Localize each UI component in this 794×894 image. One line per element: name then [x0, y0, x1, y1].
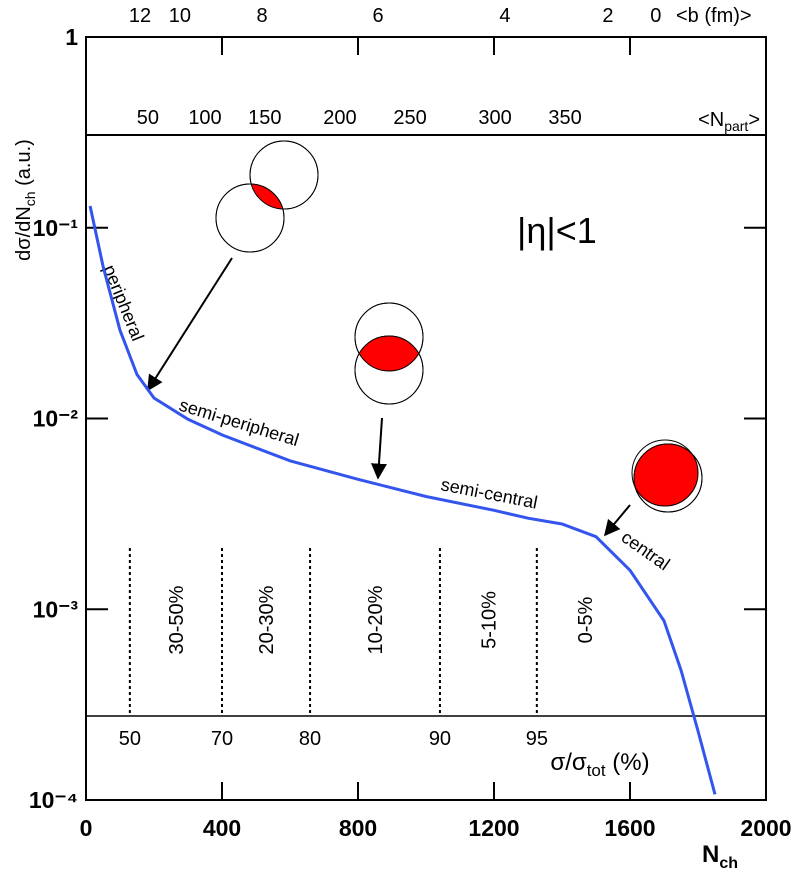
centrality-range-label: 20-30% [256, 585, 278, 654]
centrality-tick-label: 80 [299, 728, 321, 750]
npart-label-end: > [748, 109, 760, 131]
collision-central [631, 439, 703, 513]
centrality-label-unit: (%) [606, 749, 650, 776]
centrality-range-label: 10-20% [365, 585, 387, 654]
centrality-label-main: σ/σ [550, 749, 586, 776]
b-tick-label: 0 [650, 5, 661, 27]
y-axis-label-sub: ch [22, 191, 38, 206]
x-tick-label: 2000 [740, 815, 791, 841]
y-axis-label: dσ/dNch (a.u.) [13, 139, 38, 261]
collision-semi-central [354, 302, 424, 405]
b-tick-label: 2 [602, 5, 613, 27]
centrality-tick-label: 95 [526, 728, 548, 750]
x-tick-label: 400 [203, 815, 241, 841]
b-axis-label: <b (fm)> [676, 5, 752, 27]
y-tick-label: 10⁻³ [33, 596, 79, 622]
npart-label-main: <N [698, 109, 724, 131]
npart-tick-label: 150 [248, 107, 281, 129]
y-tick-label: 10⁻⁴ [29, 787, 78, 813]
b-tick-label: 6 [372, 5, 383, 27]
centrality-range-label: 0-5% [575, 596, 597, 643]
y-axis-label-unit: (a.u.) [13, 139, 35, 191]
y-tick-label: 10⁻² [33, 406, 79, 432]
data-line [88, 205, 717, 795]
b-tick-label: 8 [257, 5, 268, 27]
x-tick-label: 0 [80, 815, 93, 841]
y-tick-label: 10⁻¹ [33, 215, 78, 241]
npart-axis-label: <Npart> [698, 109, 760, 134]
arrow [603, 504, 631, 537]
centrality-range-label: 5-10% [478, 591, 500, 649]
x-tick-label: 1600 [604, 815, 655, 841]
centrality-label-sub: tot [587, 761, 606, 780]
b-tick-label: 4 [499, 5, 510, 27]
arrow [147, 257, 233, 392]
region-label: semi-central [439, 474, 539, 512]
npart-label-sub: part [724, 118, 748, 134]
arrow [370, 417, 387, 480]
npart-tick-label: 350 [548, 107, 581, 129]
b-tick-label: 10 [169, 5, 191, 27]
eta-label: |η|<1 [517, 210, 597, 251]
x-tick-label: 800 [339, 815, 377, 841]
centrality-tick-label: 70 [211, 728, 233, 750]
centrality-tick-label: 50 [119, 728, 141, 750]
collision-peripheral [215, 140, 319, 253]
npart-tick-label: 250 [393, 107, 426, 129]
npart-tick-label: 200 [323, 107, 356, 129]
centrality-tick-label: 90 [429, 728, 451, 750]
centrality-range-label: 30-50% [166, 585, 188, 654]
npart-tick-label: 300 [478, 107, 511, 129]
centrality-axis-label: σ/σtot (%) [550, 749, 649, 780]
y-axis-label-main: dσ/dN [13, 206, 35, 261]
x-axis-label: Nch [702, 841, 738, 872]
b-tick-label: 12 [129, 5, 151, 27]
x-axis-label-main: N [702, 841, 719, 868]
npart-tick-label: 100 [188, 107, 221, 129]
x-axis-label-sub: ch [719, 855, 738, 872]
npart-tick-label: 50 [137, 107, 159, 129]
x-tick-label: 1200 [468, 815, 519, 841]
y-tick-label: 1 [65, 24, 78, 50]
